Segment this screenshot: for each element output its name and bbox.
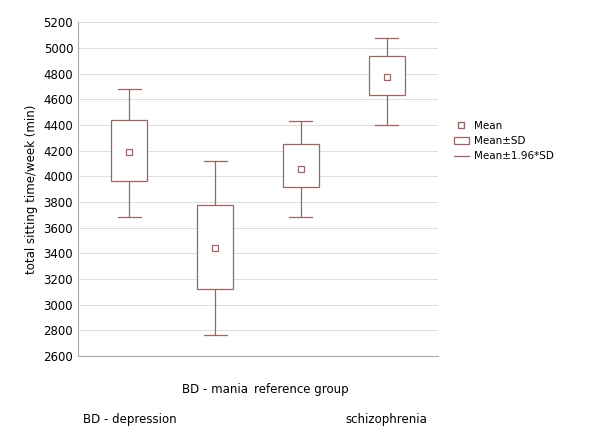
Bar	[197, 205, 233, 289]
Bar	[112, 120, 148, 182]
Y-axis label: total sitting time/week (min): total sitting time/week (min)	[25, 105, 38, 274]
Text: BD - mania: BD - mania	[182, 383, 248, 396]
Text: reference group: reference group	[254, 383, 348, 396]
Text: BD - depression: BD - depression	[83, 413, 176, 426]
Bar	[368, 56, 404, 95]
Legend: Mean, Mean±SD, Mean±1.96*SD: Mean, Mean±SD, Mean±1.96*SD	[454, 121, 554, 162]
Bar	[283, 144, 319, 186]
Text: schizophrenia: schizophrenia	[346, 413, 428, 426]
